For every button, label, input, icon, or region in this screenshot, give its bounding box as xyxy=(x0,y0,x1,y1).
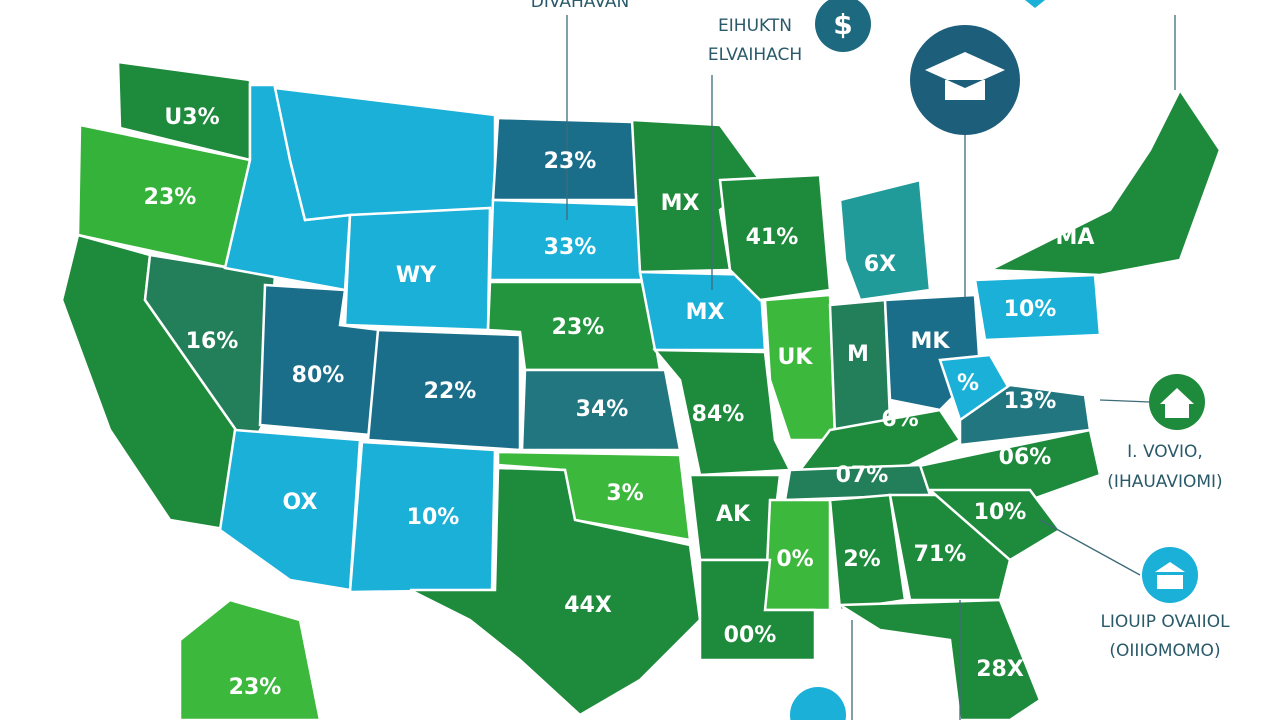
callout-text: (IHAUAVIOMI) xyxy=(1107,472,1222,492)
state-label: MK xyxy=(911,329,951,354)
state xyxy=(638,270,767,352)
state xyxy=(985,87,1222,277)
state-label: MX xyxy=(686,300,725,325)
state-label: U3% xyxy=(164,105,219,130)
state xyxy=(178,598,322,720)
state-label: 23% xyxy=(552,315,605,340)
leader-lines xyxy=(566,15,1176,720)
house-shape xyxy=(1160,388,1194,418)
state xyxy=(973,273,1102,342)
callout-text: LIOUIP OVAIIOL xyxy=(1100,612,1230,632)
state-label: 3% xyxy=(606,481,643,506)
state-label: 84% xyxy=(692,402,745,427)
state-label: 23% xyxy=(229,675,282,700)
state xyxy=(958,383,1092,447)
state xyxy=(718,173,832,302)
state-label: 33% xyxy=(544,235,597,260)
state xyxy=(366,328,522,452)
leader-line xyxy=(1099,399,1151,403)
states xyxy=(60,60,1222,720)
state-label: 28X xyxy=(976,657,1024,682)
state xyxy=(218,428,362,592)
state-label: OX xyxy=(283,490,318,515)
icons: $ xyxy=(790,0,1205,720)
state-label: 10% xyxy=(407,505,460,530)
state-label: WY xyxy=(396,263,437,288)
bottom-icon xyxy=(790,687,846,720)
state-label: 10% xyxy=(1004,297,1057,322)
state-label: 10% xyxy=(974,500,1027,525)
bank-shape xyxy=(1155,562,1185,589)
callouts: DIVAHAVAN EIHUKTN ELVAIHACH I. VOVIO, (I… xyxy=(531,0,1230,661)
state-label: 23% xyxy=(144,185,197,210)
state-label: 16% xyxy=(186,329,239,354)
state-label: 6% xyxy=(881,407,918,432)
state xyxy=(926,488,1062,562)
state-label: AK xyxy=(716,502,751,527)
leader-line xyxy=(1039,519,1141,576)
state-label: 41% xyxy=(746,225,799,250)
state-label: 0% xyxy=(776,547,813,572)
callout-text: I. VOVIO, xyxy=(1127,442,1203,462)
callout-text: (OIIIOMOMO) xyxy=(1109,641,1220,661)
state-label: 71% xyxy=(914,542,967,567)
state-label: 44X xyxy=(564,593,612,618)
state-label: % xyxy=(957,371,979,396)
state xyxy=(520,368,682,452)
state xyxy=(409,466,702,717)
state-label: 34% xyxy=(576,397,629,422)
state-label: 2% xyxy=(843,547,880,572)
state-label: MX xyxy=(661,191,700,216)
top-right-icon xyxy=(1025,0,1045,8)
state-label: 13% xyxy=(1004,389,1057,414)
state xyxy=(763,293,837,442)
state-label: UK xyxy=(778,345,814,370)
state-label: 23% xyxy=(544,149,597,174)
state xyxy=(828,493,907,612)
state xyxy=(698,558,817,662)
state-label: 80% xyxy=(292,363,345,388)
state xyxy=(797,408,962,472)
dollar-icon xyxy=(815,0,871,52)
state-label: M xyxy=(847,342,869,367)
callout-text: ELVAIHACH xyxy=(708,45,802,65)
state xyxy=(273,86,497,222)
state-label: 06% xyxy=(999,445,1052,470)
state-label: 07% xyxy=(836,463,889,488)
state-label: 22% xyxy=(424,379,477,404)
callout-text: DIVAHAVAN xyxy=(531,0,630,12)
state-label: 00% xyxy=(724,623,777,648)
callout-text: EIHUKTN xyxy=(718,16,792,36)
state xyxy=(835,598,1042,720)
state-label: MA xyxy=(1056,225,1095,250)
state-label: 6X xyxy=(864,252,896,277)
state xyxy=(838,178,932,302)
state-labels: U3% 23% 16% 23% 33% WY MX 41% 6X 23% MX … xyxy=(144,105,1095,700)
dollar-sign: $ xyxy=(833,8,852,41)
graduation-cap xyxy=(925,52,1005,100)
